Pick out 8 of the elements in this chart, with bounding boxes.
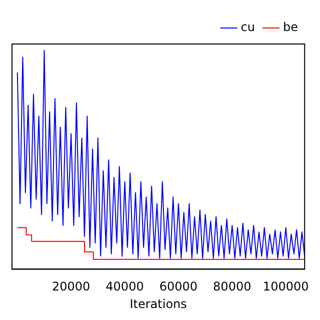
x-axis-title: Iterations <box>130 296 187 311</box>
x-tick-label: 80000 <box>213 280 252 294</box>
legend-label: cu <box>240 20 255 34</box>
legend-label: be <box>283 20 298 34</box>
x-tick-label: 20000 <box>52 280 90 294</box>
x-tick-label: 100000 <box>262 280 309 294</box>
x-tick-label: 60000 <box>159 280 198 294</box>
x-tick-label: 40000 <box>106 280 144 294</box>
